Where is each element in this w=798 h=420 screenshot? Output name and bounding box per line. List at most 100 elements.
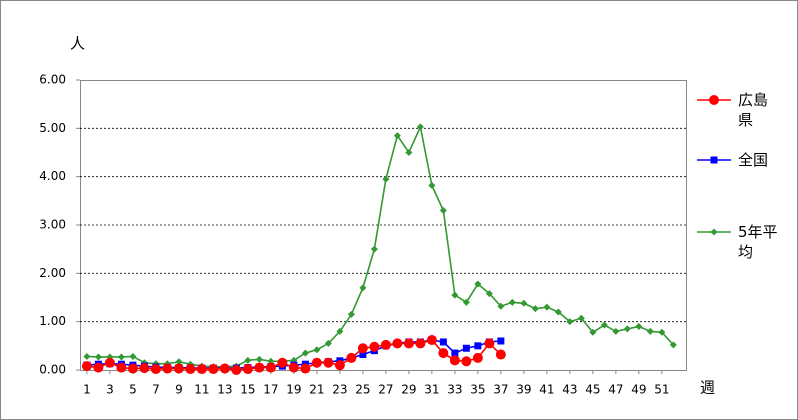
x-tick-label: 1 [83,383,91,397]
x-tick-label: 9 [175,383,183,397]
point [438,348,449,359]
point [334,360,345,371]
plot-frame [80,80,687,371]
point [484,338,495,349]
point [635,323,643,330]
x-unit: 週 [700,379,715,397]
legend-label: 5年平均 [738,223,778,261]
point [231,365,242,375]
point [323,357,334,368]
point [380,339,391,350]
point [175,358,183,366]
point [497,302,505,310]
point [277,357,288,368]
x-tick-label: 37 [493,383,508,397]
x-tick-label: 17 [263,383,278,397]
y-tick-label: 3.00 [39,218,66,232]
point [301,349,309,357]
point [324,339,332,347]
x-tick-label: 39 [516,383,531,397]
point [710,156,718,164]
x-tick-label: 47 [608,383,623,397]
point [254,362,265,373]
point [139,363,150,374]
x-tick-label: 33 [447,383,462,397]
point [508,298,516,306]
x-tick-label: 7 [152,383,160,397]
point [255,355,263,363]
point [185,364,196,375]
point [495,349,506,360]
point [577,314,585,322]
point [242,364,253,375]
y-tick-label: 2.00 [39,266,66,280]
x-tick-label: 15 [240,383,255,397]
point [566,318,574,326]
x-tick-label: 31 [424,383,439,397]
point [81,361,92,372]
x-tick-label: 13 [217,383,232,397]
point [600,321,608,329]
x-tick-label: 45 [585,383,600,397]
point [357,343,368,354]
point [646,327,654,335]
x-tick-label: 11 [194,383,209,397]
point [117,353,125,361]
x-tick-label: 19 [286,383,301,397]
y-tick-label: 1.00 [39,314,66,328]
point [288,362,299,373]
x-tick-label: 23 [332,383,347,397]
point [710,228,718,236]
y-tick-label: 5.00 [39,121,66,135]
y-tick-label: 0.00 [39,363,66,377]
point [219,363,230,374]
point [300,363,311,374]
point [426,335,437,346]
x-tick-label: 51 [654,383,669,397]
point [531,305,539,313]
x-tick-label: 21 [309,383,324,397]
series-line [86,124,674,368]
point [129,352,137,360]
point [474,280,482,288]
x-tick-label: 25 [355,383,370,397]
point [554,308,562,316]
point [265,362,276,373]
point [461,356,472,367]
point [497,337,505,345]
point [311,357,322,368]
legend-label: 広島県 [738,91,769,129]
point [543,303,551,311]
point [439,338,447,346]
point [173,363,184,374]
point [382,175,390,183]
y-tick-label: 4.00 [39,169,66,183]
point [104,357,115,368]
point [359,284,367,292]
point [462,344,470,352]
point [439,207,447,214]
point [451,291,459,299]
point [313,346,321,354]
point [669,341,677,349]
point [83,352,91,360]
x-tick-label: 5 [129,383,137,397]
legend-label: 全国 [738,151,769,169]
point [393,132,401,140]
x-tick-label: 29 [401,383,416,397]
point [415,338,426,349]
point [196,364,207,375]
point [244,356,252,364]
x-tick-label: 27 [378,383,393,397]
point [405,149,413,156]
point [369,341,380,352]
point [612,327,620,335]
point [709,95,719,105]
point [623,325,631,333]
point [403,338,414,349]
x-tick-label: 35 [470,383,485,397]
x-tick-label: 41 [539,383,554,397]
point [520,299,528,307]
